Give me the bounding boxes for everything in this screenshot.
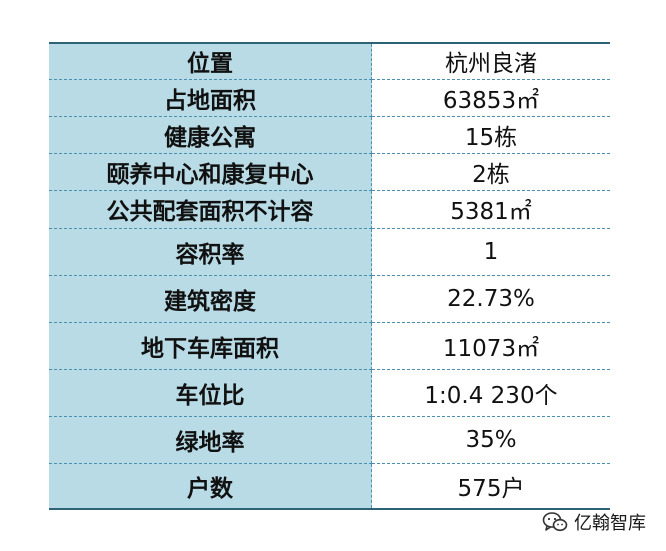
row-label: 车位比 xyxy=(49,369,372,417)
table-row: 公共配套面积不计容 5381㎡ xyxy=(49,190,610,229)
table-row: 占地面积 63853㎡ xyxy=(49,79,610,117)
project-spec-table: 位置 杭州良渚 占地面积 63853㎡ 健康公寓 15栋 颐养中心和康复中心 2… xyxy=(49,42,610,510)
row-label: 建筑密度 xyxy=(49,275,372,323)
row-value: 2栋 xyxy=(371,153,610,191)
row-value: 575户 xyxy=(371,463,610,509)
row-value: 35% xyxy=(371,416,610,464)
table-row: 地下车库面积 11073㎡ xyxy=(49,322,610,370)
wechat-chat-icon xyxy=(542,512,568,532)
row-label: 颐养中心和康复中心 xyxy=(49,153,372,191)
table-row: 建筑密度 22.73% xyxy=(49,275,610,323)
watermark: 亿翰智库 xyxy=(542,509,646,535)
table-row: 颐养中心和康复中心 2栋 xyxy=(49,153,610,191)
row-label: 公共配套面积不计容 xyxy=(49,190,372,229)
table-row: 车位比 1:0.4 230个 xyxy=(49,369,610,417)
row-label: 健康公寓 xyxy=(49,116,372,154)
row-value: 5381㎡ xyxy=(371,190,610,229)
row-label: 位置 xyxy=(49,43,372,80)
row-label: 容积率 xyxy=(49,228,372,276)
row-value: 1:0.4 230个 xyxy=(371,369,610,417)
row-value: 1 xyxy=(371,228,610,276)
watermark-text: 亿翰智库 xyxy=(574,513,646,534)
row-label: 绿地率 xyxy=(49,416,372,464)
row-value: 杭州良渚 xyxy=(371,43,610,80)
row-value: 22.73% xyxy=(371,275,610,323)
table-row: 户数 575户 xyxy=(49,463,610,509)
row-value: 63853㎡ xyxy=(371,79,610,117)
row-label: 占地面积 xyxy=(49,79,372,117)
table-row: 位置 杭州良渚 xyxy=(49,43,610,80)
table-row: 健康公寓 15栋 xyxy=(49,116,610,154)
row-value: 15栋 xyxy=(371,116,610,154)
table-row: 容积率 1 xyxy=(49,228,610,276)
row-value: 11073㎡ xyxy=(371,322,610,370)
row-label: 户数 xyxy=(49,463,372,509)
table-row: 绿地率 35% xyxy=(49,416,610,464)
row-label: 地下车库面积 xyxy=(49,322,372,370)
